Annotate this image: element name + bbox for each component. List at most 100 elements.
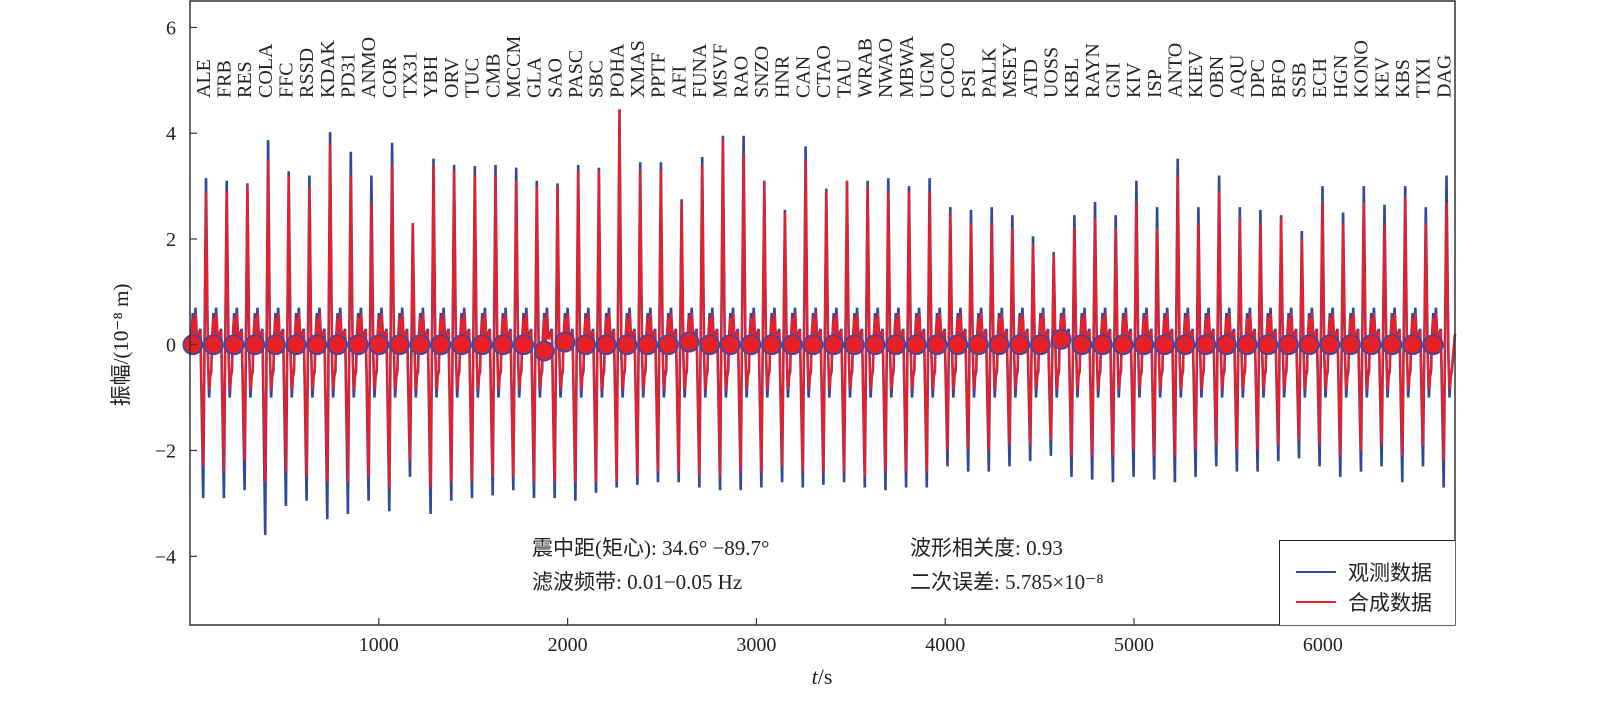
synthetic-trace [188,109,1457,488]
station-label: PD31 [338,52,360,98]
station-label: CAN [792,56,814,98]
station-label: SBC [586,60,608,98]
station-label: ALE [193,59,215,98]
y-tick-label: 4 [166,123,176,145]
station-marker [223,334,245,356]
station-label: UOSS [1040,47,1062,98]
x-axis-variable: t [811,664,818,689]
station-label: ECH [1309,58,1331,98]
station-marker [823,334,845,356]
station-label: MCCM [503,36,525,98]
station-marker [1360,334,1382,356]
station-label: SSB [1289,62,1311,98]
station-marker [1216,334,1237,356]
station-marker [968,334,989,356]
station-label: FFC [276,62,298,98]
station-marker [285,334,307,356]
station-marker [1030,334,1051,356]
station-label: KBL [1061,58,1083,98]
station-marker [947,334,969,356]
station-label: CMB [482,54,504,98]
station-marker [265,334,286,356]
station-marker [203,334,224,356]
traces [188,109,1457,536]
station-label: PPTF [648,52,670,98]
y-tick-label: −2 [155,440,176,462]
station-marker [1050,329,1072,350]
x-tick-label: 3000 [736,634,776,656]
station-label: NWAO [875,38,897,98]
station-marker [430,334,452,356]
station-marker [306,334,328,356]
x-tick-label: 6000 [1303,634,1343,656]
station-label: ANTO [1165,43,1187,98]
station-marker [347,334,369,356]
station-labels: ALEFRBRESCOLAFFCRSSDKDAKPD31ANMOCORTX31Y… [193,35,1455,98]
station-label: FRB [214,60,236,98]
station-marker [864,334,886,356]
station-marker [554,331,576,353]
station-marker [368,334,390,356]
station-marker [533,340,555,362]
station-label: XMAS [627,40,649,98]
station-marker [1092,334,1113,356]
station-label: POHA [606,43,628,98]
station-label: PALK [978,47,1000,98]
station-label: YBH [420,56,442,98]
station-marker [802,334,824,356]
station-marker [327,334,348,356]
annotation-distance: 震中距(矩心): 34.6° −89.7° [532,536,770,560]
station-marker [1278,334,1299,356]
station-marker [595,334,617,356]
station-label: COLA [255,43,277,98]
station-label: RAO [730,56,752,98]
station-label: MSVF [710,44,732,98]
station-label: TUC [462,58,484,98]
station-marker [1402,334,1424,356]
station-marker [513,334,535,356]
legend: 观测数据 合成数据 [1279,540,1455,625]
station-marker [1236,334,1258,356]
station-label: UGM [916,51,938,98]
station-label: PSI [958,69,980,98]
x-tick-label: 4000 [925,634,965,656]
legend-swatch-observed [1296,571,1336,573]
station-marker [1071,334,1093,356]
x-axis-label: t/s [812,664,833,690]
station-marker [409,334,431,356]
station-label: SNZO [751,46,773,98]
station-marker [616,334,638,356]
annotation-band: 滤波频带: 0.01−0.05 Hz [532,570,743,594]
station-label: ANMO [358,37,380,98]
station-markers [182,329,1444,362]
station-label: GLA [524,56,546,98]
x-tick-label: 1000 [359,634,399,656]
legend-label-observed: 观测数据 [1348,561,1432,585]
station-label: KIV [1123,62,1145,98]
station-label: MSEY [999,42,1021,98]
legend-item-synthetic: 合成数据 [1296,587,1432,617]
station-label: RSSD [296,48,318,98]
station-label: KEV [1371,56,1393,98]
station-label: TIXI [1413,58,1435,98]
station-marker [1298,334,1320,356]
y-tick-label: 0 [166,335,176,357]
station-label: KBS [1392,59,1414,98]
station-marker [1422,334,1444,356]
axes: 1000 2000 3000 4000 5000 6000 −4 −2 0 2 4 6 [155,0,1456,656]
station-label: COCO [937,42,959,98]
station-label: HGN [1330,55,1352,98]
y-axis-label: 振幅/(10⁻⁸ m) [109,283,133,407]
station-label: MBWA [896,35,918,98]
station-marker [781,334,803,356]
station-label: BFO [1268,59,1290,98]
legend-label-synthetic: 合成数据 [1348,591,1432,615]
station-label: FUNA [689,43,711,98]
station-marker [1340,334,1361,356]
station-marker [451,334,472,356]
station-marker [699,334,721,356]
station-marker [1174,334,1196,356]
station-marker [1319,334,1341,356]
station-label: ISP [1144,69,1166,98]
